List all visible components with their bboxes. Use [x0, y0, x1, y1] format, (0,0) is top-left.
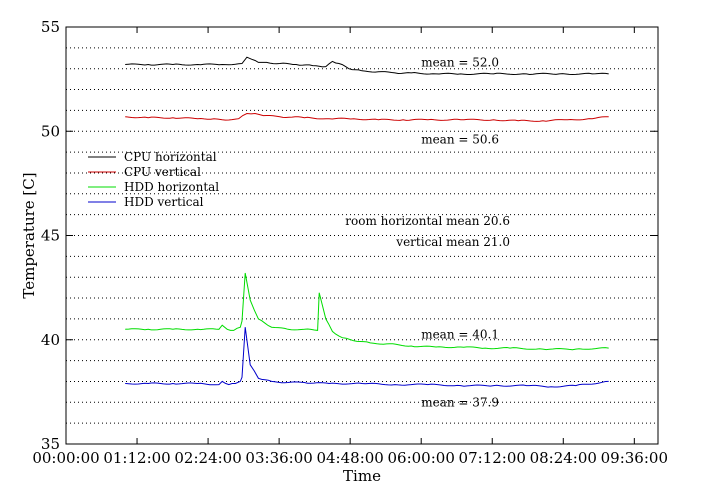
grid-lines [66, 47, 658, 424]
legend-label: CPU horizontal [124, 150, 217, 164]
x-tick-label: 02:24:00 [174, 449, 241, 467]
legend-label: HDD vertical [124, 195, 204, 209]
x-tick-label: 06:00:00 [388, 449, 455, 467]
annotations: mean = 52.0 mean = 50.6 room horizontal me… [345, 55, 510, 409]
x-axis-title: Time [343, 467, 381, 485]
x-tick-label: 07:12:00 [459, 449, 526, 467]
x-tick-label: 00:00:00 [32, 449, 99, 467]
annotation-hdd-v-mean: mean = 37.9 [421, 395, 499, 409]
x-tick-label: 03:36:00 [245, 449, 312, 467]
annotation-cpu-h-mean: mean = 52.0 [421, 55, 499, 69]
y-tick-label: 40 [41, 331, 60, 349]
series-lines [125, 56, 609, 388]
axis-ticks: 00:00:00 01:12:00 02:24:00 03:36:00 04:48:00… [32, 18, 668, 467]
legend-label: HDD horizontal [124, 180, 219, 194]
series-line-hdd-vertical [125, 327, 609, 388]
annotation-cpu-v-mean: mean = 50.6 [421, 133, 499, 147]
annotation-room-h: room horizontal mean 20.6 [345, 214, 510, 228]
annotation-room-v: vertical mean 21.0 [395, 235, 510, 249]
x-tick-label: 08:24:00 [530, 449, 597, 467]
legend-label: CPU vertical [124, 165, 201, 179]
x-tick-label: 01:12:00 [103, 449, 170, 467]
y-tick-label: 50 [41, 122, 60, 140]
series-line-hdd-horizontal [125, 272, 609, 351]
y-tick-label: 45 [41, 227, 60, 245]
y-tick-label: 35 [41, 435, 60, 453]
y-tick-label: 55 [41, 18, 60, 36]
x-tick-label: 04:48:00 [316, 449, 383, 467]
series-line-cpu-vertical [125, 112, 609, 122]
x-tick-label: 09:36:00 [601, 449, 668, 467]
annotation-hdd-h-mean: mean = 40.1 [421, 328, 499, 342]
series-line-cpu-horizontal [125, 56, 609, 76]
y-axis-title: Temperature [C] [20, 172, 38, 298]
